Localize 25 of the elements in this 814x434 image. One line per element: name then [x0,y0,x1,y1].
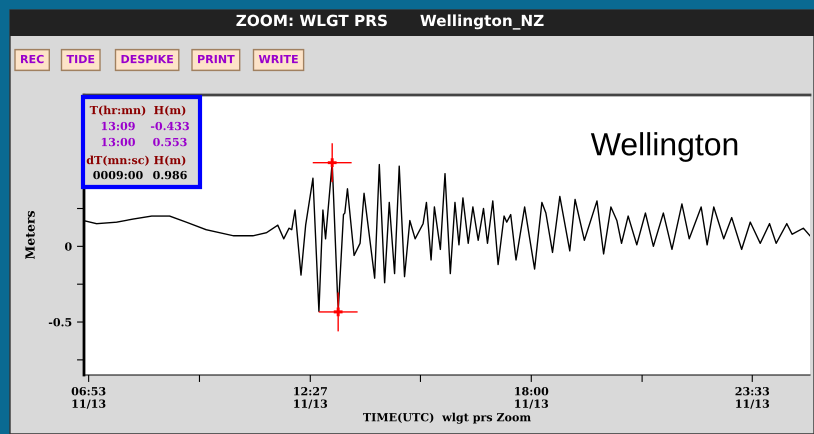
x-axis-title: TIME(UTC) wlgt prs Zoom [362,412,531,424]
annotation: H(m) [154,156,186,166]
text: DESPIKE [122,54,173,64]
annotation: 0.986 [153,170,187,180]
annotation: Wellington [590,132,738,162]
y-tick-label: -0.5 [48,318,72,326]
y-axis-title: Meters [25,210,35,260]
annotation: 0.553 [153,138,187,146]
annotation: T(hr:mn) [90,106,146,116]
text: WRITE [258,54,298,64]
y-tick-label: 0 [64,242,72,251]
text: REC [21,54,44,64]
annotation: 0009:00 [93,170,143,180]
annotation: 13:00 [102,138,135,146]
x-tick-label: 06:53 11/13 [72,387,106,409]
text: TIDE [66,54,94,64]
annotation: dT(mn:sc) [86,156,149,166]
text: PRINT [198,54,235,64]
annotation: -0.433 [150,122,189,130]
annotation: 13:09 [102,122,135,130]
chart-title: ZOOM: WLGT PRS Wellington_NZ [236,14,544,30]
x-tick-label: 12:27 11/13 [294,387,328,409]
x-tick-label: 23:33 11/13 [735,387,770,409]
x-tick-label: 18:00 11/13 [515,387,548,409]
annotation: H(m) [154,106,186,116]
